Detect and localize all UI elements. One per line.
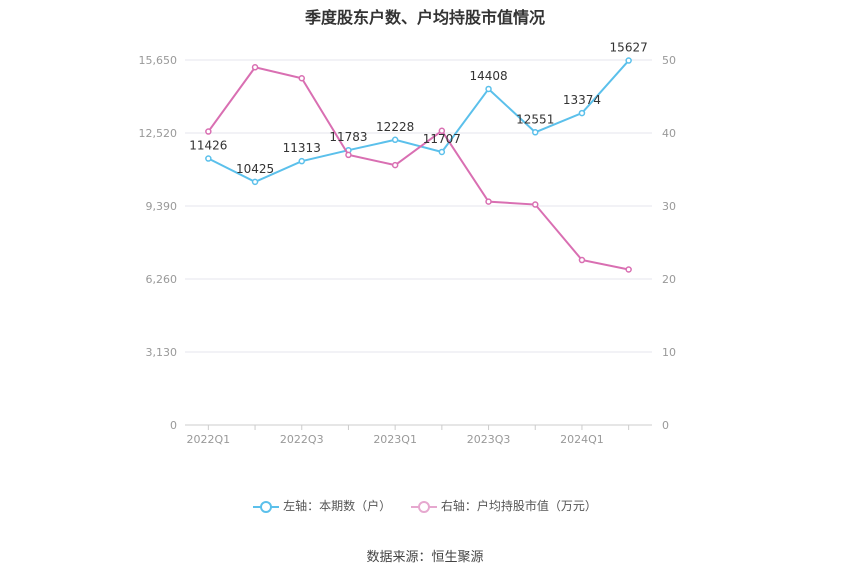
right-tick-label: 10 bbox=[662, 346, 676, 359]
data-label: 11426 bbox=[189, 139, 227, 153]
series-point-1 bbox=[578, 256, 586, 264]
data-label: 11783 bbox=[329, 130, 367, 144]
chart-title: 季度股东户数、户均持股市值情况 bbox=[304, 8, 545, 27]
data-label: 15627 bbox=[610, 41, 648, 55]
right-tick-label: 40 bbox=[662, 127, 676, 140]
left-tick-label: 15,650 bbox=[139, 54, 178, 67]
series-point-1 bbox=[625, 266, 632, 273]
left-tick-label: 0 bbox=[170, 419, 177, 432]
legend-label-avg-holding: 右轴：户均持股市值（万元） bbox=[440, 499, 597, 513]
series-point-1 bbox=[251, 64, 259, 71]
series-point-1 bbox=[298, 75, 305, 82]
series-point-1 bbox=[391, 161, 399, 169]
x-tick-label: 2022Q3 bbox=[280, 433, 324, 446]
series-point-0 bbox=[485, 85, 492, 93]
data-label: 12551 bbox=[516, 112, 554, 126]
data-label: 11313 bbox=[283, 141, 321, 155]
right-tick-label: 0 bbox=[662, 419, 669, 432]
series-point-0 bbox=[532, 129, 539, 136]
left-tick-label: 6,260 bbox=[146, 273, 178, 286]
legend: 左轴：本期数（户） 右轴：户均持股市值（万元） bbox=[0, 497, 850, 514]
series-line-1 bbox=[207, 66, 629, 271]
right-tick-label: 20 bbox=[662, 273, 676, 286]
legend-item-avg-holding[interactable]: 右轴：户均持股市值（万元） bbox=[410, 497, 597, 514]
series-point-0 bbox=[251, 178, 259, 186]
series-point-0 bbox=[205, 155, 212, 162]
series-point-1 bbox=[438, 127, 446, 135]
x-tick-label: 2023Q1 bbox=[373, 433, 417, 446]
data-label: 14408 bbox=[469, 69, 507, 83]
left-tick-label: 12,520 bbox=[139, 127, 178, 140]
series-point-0 bbox=[298, 157, 305, 165]
axes: 0 3,130 6,260 9,390 12,520 15,650 0 10 20 30 40 50 2… bbox=[139, 54, 677, 446]
series-point-1 bbox=[485, 198, 492, 205]
legend-marker-pink-icon bbox=[410, 500, 437, 513]
legend-marker-blue-icon bbox=[253, 500, 280, 513]
series-point-1 bbox=[345, 151, 352, 159]
series-point-1 bbox=[205, 128, 212, 135]
data-label: 12228 bbox=[376, 120, 414, 134]
right-tick-label: 30 bbox=[662, 200, 676, 213]
data-label: 13374 bbox=[563, 93, 601, 107]
grid-lines bbox=[185, 59, 652, 353]
series-line-0 bbox=[207, 59, 630, 183]
x-tick-label: 2023Q3 bbox=[467, 433, 511, 446]
legend-item-shareholders[interactable]: 左轴：本期数（户） bbox=[253, 497, 391, 514]
data-labels: 11426 10425 11313 11783 12228 11707 14408 12551… bbox=[189, 41, 647, 176]
right-tick-label: 50 bbox=[662, 54, 676, 67]
left-tick-label: 9,390 bbox=[146, 200, 178, 213]
x-tick-label: 2024Q1 bbox=[560, 433, 604, 446]
series-point-0 bbox=[625, 57, 632, 64]
series-lines bbox=[205, 57, 632, 273]
left-tick-label: 3,130 bbox=[146, 346, 178, 359]
series-point-0 bbox=[438, 148, 446, 156]
series-point-0 bbox=[391, 136, 399, 144]
data-source-note: 数据来源：恒生聚源 bbox=[366, 550, 484, 565]
series-point-0 bbox=[578, 109, 586, 117]
data-label: 11707 bbox=[423, 132, 461, 146]
x-tick-label: 2022Q1 bbox=[187, 433, 231, 446]
legend-label-shareholders: 左轴：本期数（户） bbox=[283, 499, 392, 513]
line-chart: 0 3,130 6,260 9,390 12,520 15,650 0 10 20 30 40 50 2… bbox=[139, 41, 677, 446]
data-label: 10425 bbox=[236, 162, 274, 176]
series-point-1 bbox=[532, 201, 539, 208]
